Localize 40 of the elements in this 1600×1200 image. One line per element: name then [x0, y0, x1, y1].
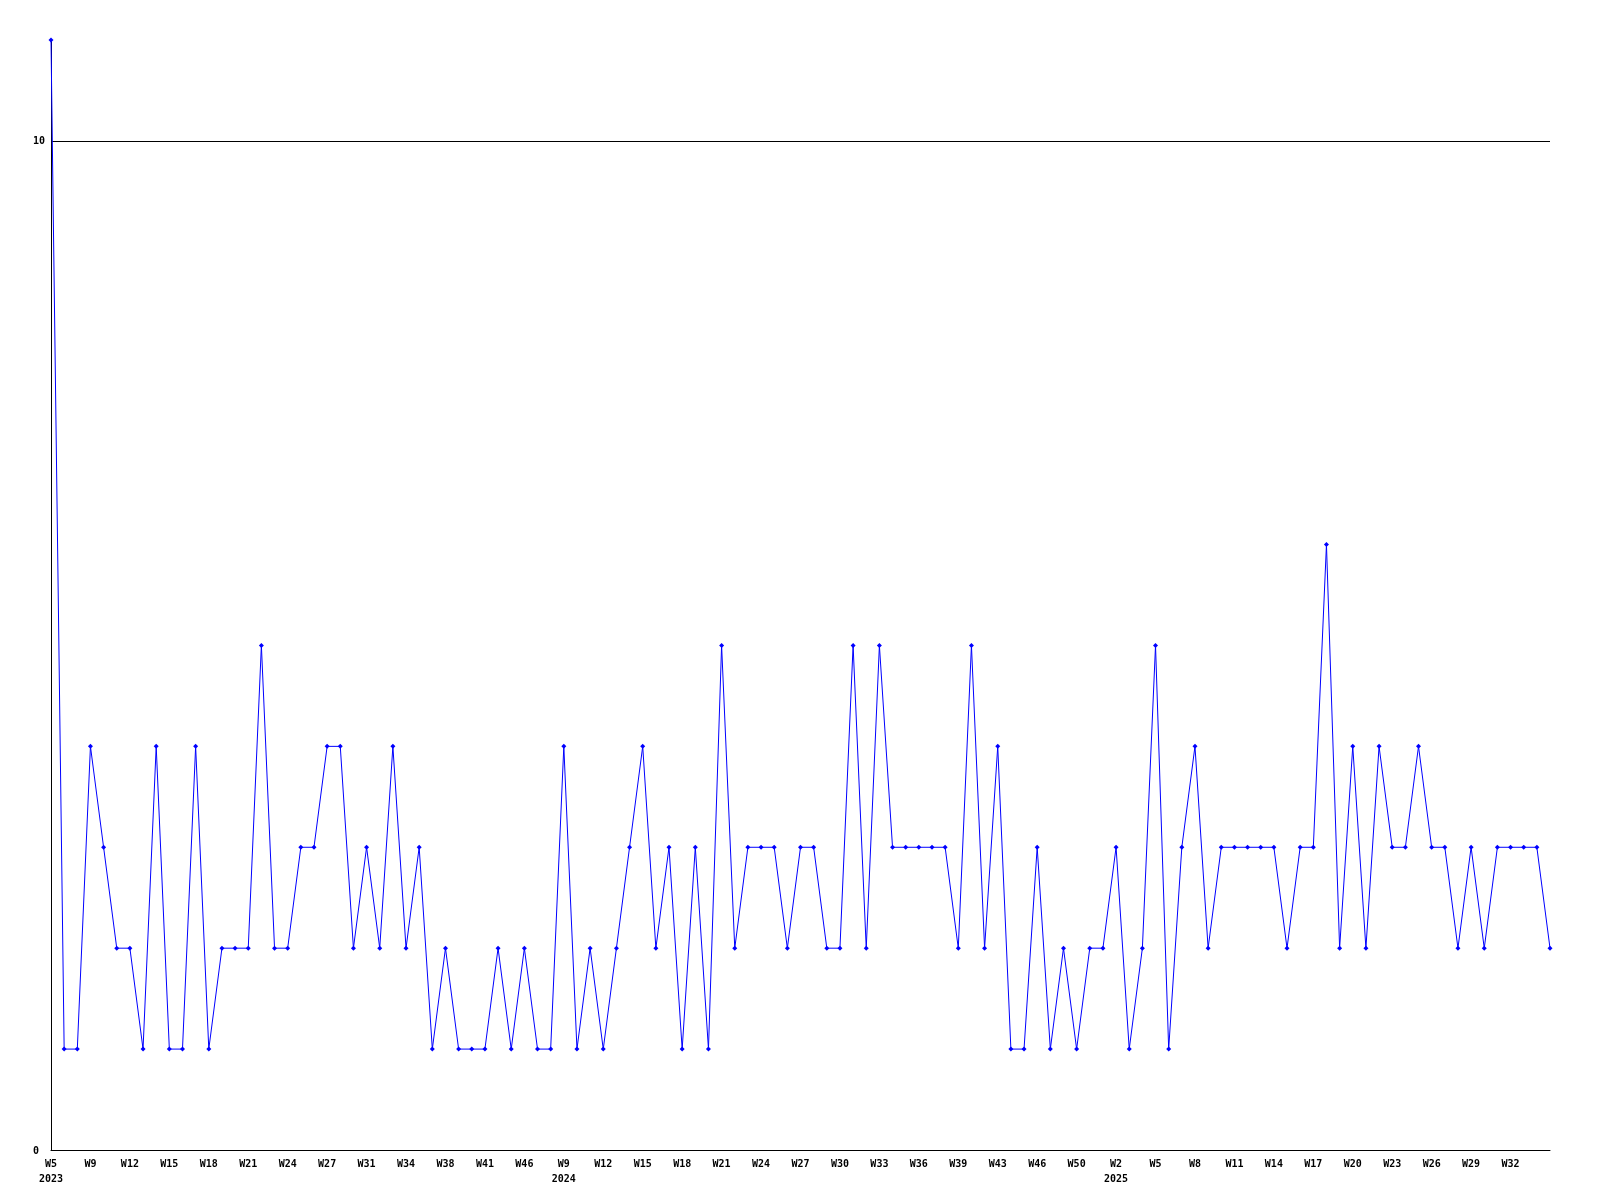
x-tick-label: W23 [1383, 1158, 1402, 1169]
x-tick-label: W5 [1149, 1158, 1162, 1169]
x-tick-label: W31 [357, 1158, 376, 1169]
x-tick-label: W50 [1067, 1158, 1086, 1169]
x-tick-label: W26 [1422, 1158, 1441, 1169]
x-tick-label: W21 [239, 1158, 258, 1169]
x-tick-label: W39 [949, 1158, 968, 1169]
x-tick-label: W27 [791, 1158, 810, 1169]
x-tick-label: W8 [1188, 1158, 1201, 1169]
y-tick-label: 0 [33, 1144, 40, 1156]
x-tick-label: W18 [199, 1158, 218, 1169]
x-tick-label: W2 2025 [1104, 1158, 1129, 1184]
x-tick-label: W15 [633, 1158, 652, 1169]
x-tick-label: W21 [712, 1158, 731, 1169]
x-tick-label: W20 [1343, 1158, 1362, 1169]
x-tick-label: W18 [673, 1158, 692, 1169]
x-tick-label: W11 [1225, 1158, 1244, 1169]
x-tick-label: W27 [318, 1158, 337, 1169]
x-tick-label: W24 [752, 1158, 771, 1169]
x-tick-label: W43 [988, 1158, 1007, 1169]
x-tick-label: W34 [397, 1158, 416, 1169]
x-tick-label: W9 [84, 1158, 97, 1169]
x-tick-label: W30 [830, 1158, 849, 1169]
x-tick-label: W32 [1501, 1158, 1520, 1169]
y-tick-label: 10 [33, 135, 46, 147]
x-tick-label: W17 [1304, 1158, 1323, 1169]
x-tick-label: W9 2024 [551, 1158, 576, 1184]
x-tick-label: W38 [436, 1158, 455, 1169]
x-tick-label: W33 [870, 1158, 889, 1169]
x-tick-label: W29 [1462, 1158, 1481, 1169]
x-tick-label: W15 [160, 1158, 179, 1169]
x-tick-label: W46 [1028, 1158, 1047, 1169]
x-tick-label: W46 [515, 1158, 534, 1169]
x-tick-label: W14 [1264, 1158, 1283, 1169]
x-tick-label: W36 [909, 1158, 928, 1169]
x-tick-label: W24 [278, 1158, 297, 1169]
x-tick-label: W5 2023 [38, 1158, 64, 1184]
x-tick-label: W12 [594, 1158, 613, 1169]
x-tick-label: W41 [475, 1158, 494, 1169]
x-tick-label: W12 [120, 1158, 139, 1169]
